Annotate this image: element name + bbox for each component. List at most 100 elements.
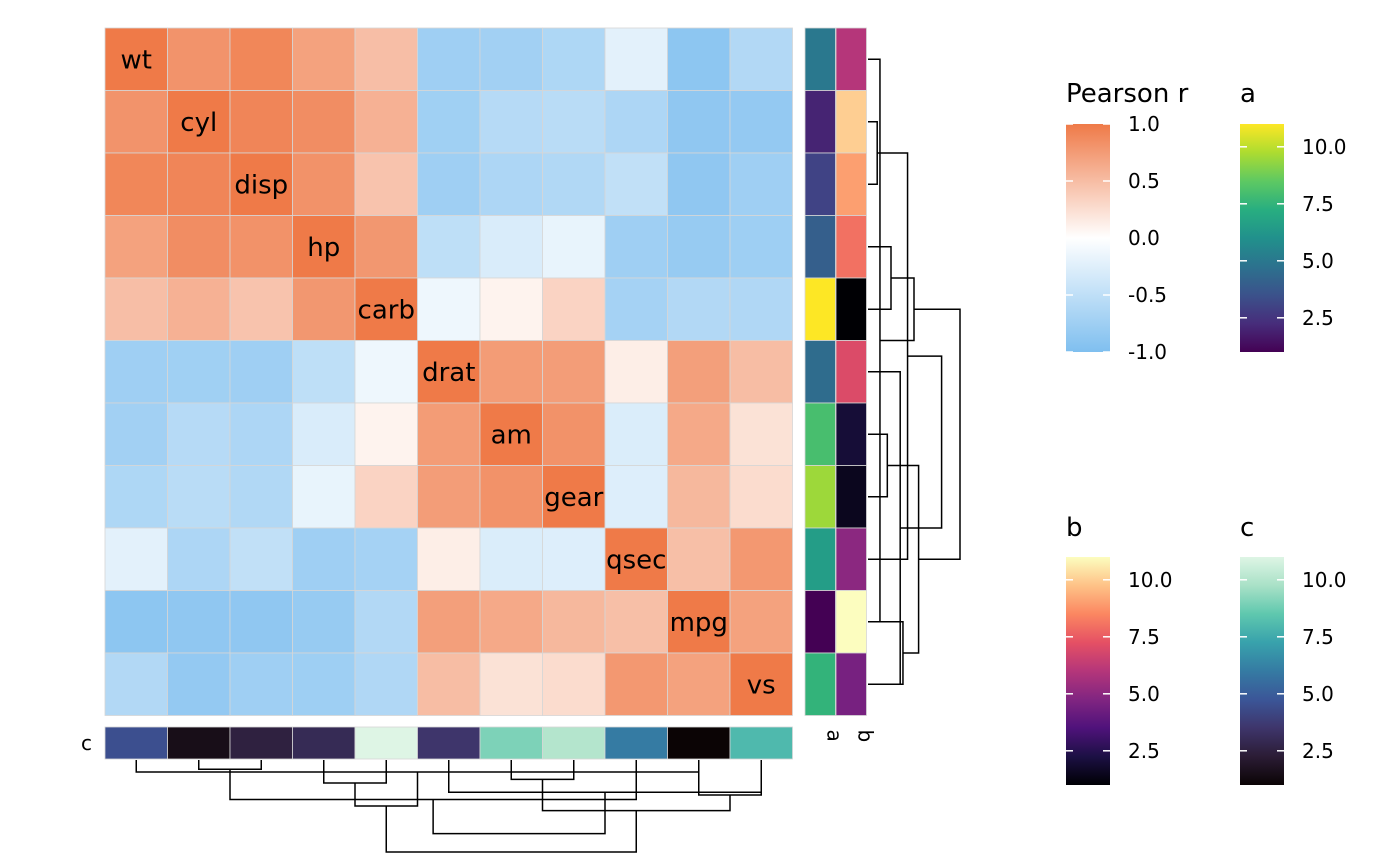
heatmap-cell — [604, 27, 668, 91]
column-annotation-cell — [542, 726, 606, 760]
heatmap-cell — [417, 590, 481, 654]
heatmap-cell — [292, 152, 356, 216]
row-annotation-cell — [804, 590, 836, 654]
heatmap-cell — [292, 652, 356, 716]
column-annotation-cell — [104, 726, 168, 760]
dendrogram-branch — [868, 152, 909, 560]
dendrogram-branch — [868, 58, 881, 623]
heatmap-cell — [604, 402, 668, 466]
heatmap-cell — [229, 277, 293, 341]
heatmap-cell — [167, 652, 231, 716]
legend-tick-label: 10.0 — [1302, 568, 1347, 592]
heatmap-cell — [667, 90, 731, 154]
heatmap-cell — [292, 590, 356, 654]
dendrogram-branch — [868, 433, 889, 498]
row-annotation-cell — [804, 215, 836, 279]
heatmap-cell — [292, 527, 356, 591]
row-annotation-cell — [804, 402, 836, 466]
heatmap-cell — [729, 27, 793, 91]
heatmap-cell — [167, 590, 231, 654]
heatmap-cell — [417, 652, 481, 716]
cell-label: hp — [307, 233, 340, 263]
dendrogram-branch — [698, 760, 762, 796]
heatmap-cell — [417, 465, 481, 529]
heatmap-cell — [229, 90, 293, 154]
legend-title-a: a — [1240, 79, 1256, 109]
dendrogram-branch — [868, 121, 878, 185]
heatmap-cell — [479, 590, 543, 654]
heatmap-cell — [729, 90, 793, 154]
column-annotation-cell — [667, 726, 731, 760]
heatmap-cell — [167, 215, 231, 279]
cell-label: wt — [121, 45, 152, 75]
heatmap-cell — [729, 277, 793, 341]
column-annotation-cell — [167, 726, 231, 760]
row-annotation-cell — [835, 215, 867, 279]
legend-colorbar-pearson — [1066, 124, 1110, 352]
cell-label: qsec — [606, 545, 666, 575]
legends: Pearson r 1.0 0.5 0.0 -0.5 -1.0 a 10.0 7.5 5.0 2.5… — [1066, 79, 1347, 785]
heatmap-cell — [729, 590, 793, 654]
heatmap-cell — [167, 465, 231, 529]
heatmap-cell — [354, 27, 418, 91]
dendrogram-branch — [914, 308, 961, 560]
heatmap-cell — [354, 652, 418, 716]
column-annotation: c — [81, 726, 793, 760]
column-annotation-cell — [354, 726, 418, 760]
heatmap-cell — [292, 215, 356, 279]
heatmap-cell — [167, 402, 231, 466]
heatmap-cell — [292, 465, 356, 529]
heatmap-cell — [417, 27, 481, 91]
heatmap-cell — [354, 527, 418, 591]
row-annotation-cell — [804, 465, 836, 529]
heatmap-cell — [729, 402, 793, 466]
legend-tick-label: 5.0 — [1302, 249, 1334, 273]
legend-title-c: c — [1240, 513, 1254, 543]
column-annotation-cell — [292, 726, 356, 760]
row-annotation-cell — [835, 27, 867, 91]
cell-label: vs — [747, 670, 776, 700]
heatmap-cells — [104, 27, 793, 716]
heatmap-cell — [542, 90, 606, 154]
heatmap-cell — [479, 277, 543, 341]
row-annotation-cell — [804, 527, 836, 591]
heatmap-cell — [542, 465, 606, 529]
heatmap-cell — [354, 152, 418, 216]
legend-tick-label: 10.0 — [1128, 568, 1173, 592]
cell-label: am — [491, 420, 532, 450]
row-annotation-cell — [835, 590, 867, 654]
heatmap-cell — [604, 152, 668, 216]
legend-colorbar-c — [1240, 557, 1284, 785]
dendrogram-branch — [385, 806, 637, 853]
heatmap-cell — [292, 90, 356, 154]
legend-tick-label: 1.0 — [1128, 112, 1160, 136]
heatmap-cell — [104, 215, 168, 279]
cell-label: carb — [358, 295, 415, 325]
heatmap-cell — [229, 402, 293, 466]
heatmap-cell — [604, 277, 668, 341]
row-annotation-cell — [804, 652, 836, 716]
legend-tick-label: 10.0 — [1302, 135, 1347, 159]
heatmap-cell — [729, 527, 793, 591]
heatmap-cell — [292, 27, 356, 91]
heatmap-cell — [229, 527, 293, 591]
heatmap-cell — [104, 90, 168, 154]
heatmap-cell — [354, 215, 418, 279]
row-annotation-cell — [835, 152, 867, 216]
heatmap-cell — [292, 340, 356, 404]
heatmap-cell — [479, 527, 543, 591]
heatmap-cell — [667, 277, 731, 341]
row-annotation-cell — [835, 527, 867, 591]
heatmap-cell — [292, 402, 356, 466]
heatmap-cell — [167, 152, 231, 216]
legend-tick-label: 7.5 — [1128, 625, 1160, 649]
heatmap-cell — [729, 465, 793, 529]
legend-tick-label: -1.0 — [1128, 340, 1167, 364]
heatmap-cell — [167, 90, 231, 154]
row-annotation-cell — [835, 652, 867, 716]
heatmap-cell — [354, 340, 418, 404]
row-annotation-label: b — [853, 730, 877, 743]
heatmap-cell — [479, 402, 543, 466]
